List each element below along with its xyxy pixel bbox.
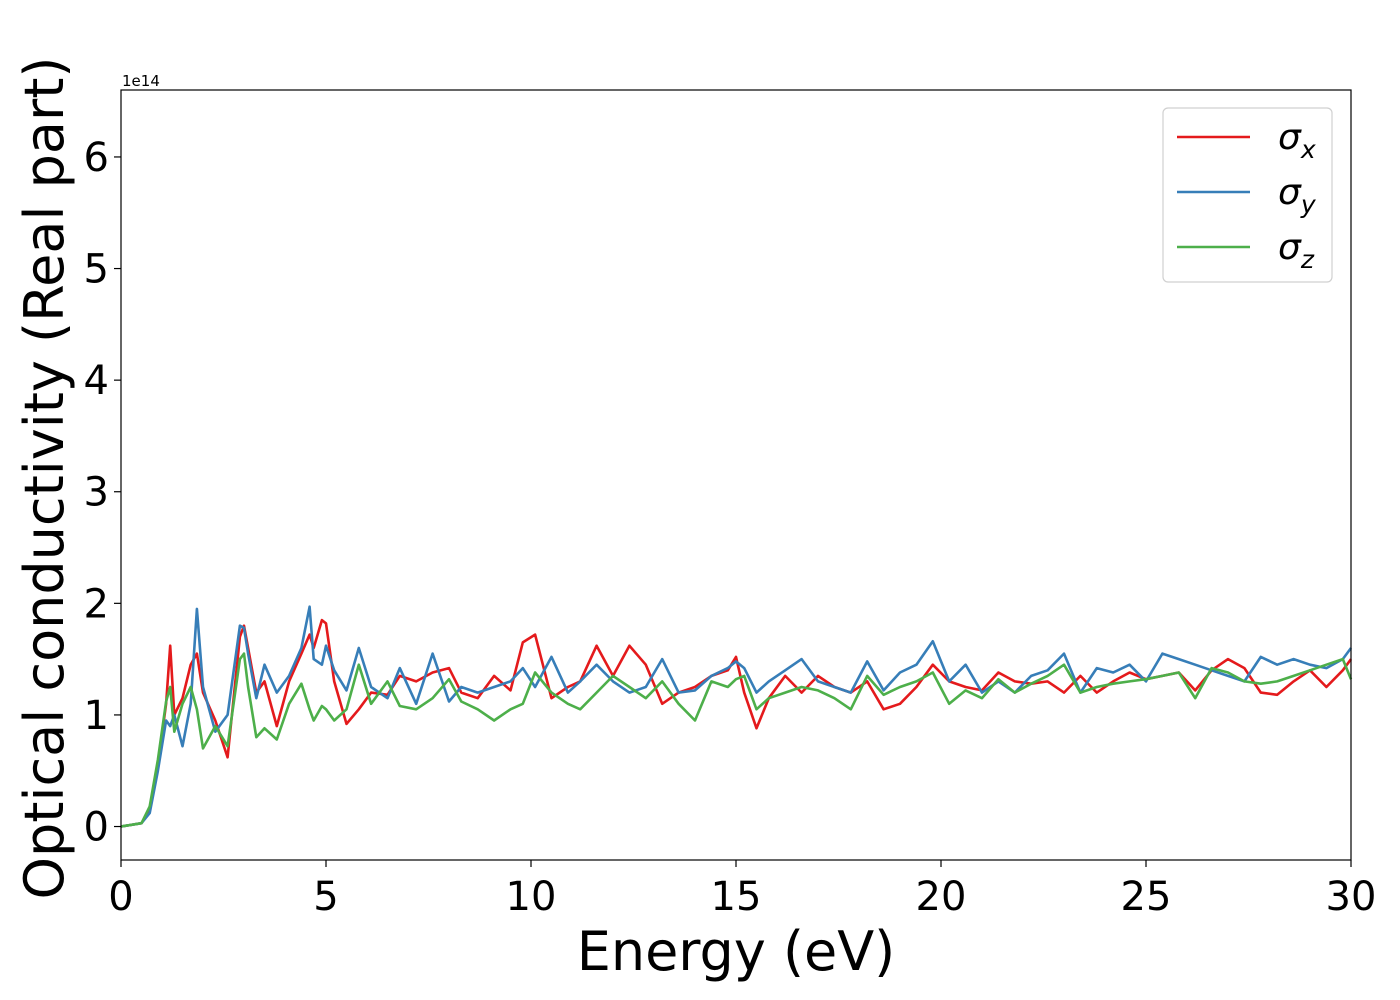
x-tick-label: 10 — [506, 874, 557, 920]
x-tick-label: 20 — [916, 874, 967, 920]
legend-frame — [1162, 107, 1333, 283]
y-tick-label: 3 — [84, 470, 109, 516]
y-tick-label: 0 — [84, 805, 109, 851]
y-axis-offset-label: 1e14 — [122, 72, 160, 90]
x-tick-label: 5 — [313, 874, 338, 920]
x-tick-label: 25 — [1121, 874, 1172, 920]
series-line-x — [120, 618, 1353, 828]
y-tick-label: 2 — [84, 581, 109, 627]
series-layer — [120, 605, 1353, 828]
x-tick-label: 30 — [1326, 874, 1377, 920]
y-tick-label: 5 — [84, 247, 109, 293]
x-axis-label: Energy (eV) — [577, 920, 896, 983]
x-tick-label: 0 — [108, 874, 133, 920]
y-axis: 0 1 2 3 4 5 6 — [84, 135, 121, 851]
y-axis-label: Optical conductivity (Real part) — [13, 57, 76, 900]
y-tick-label: 4 — [84, 358, 109, 404]
series-line-y — [120, 605, 1353, 828]
y-tick-label: 6 — [84, 135, 109, 181]
x-axis: 0 5 10 15 20 25 30 — [108, 860, 1376, 920]
y-tick-label: 1 — [84, 693, 109, 739]
x-tick-label: 15 — [711, 874, 762, 920]
series-line-z — [120, 652, 1353, 828]
